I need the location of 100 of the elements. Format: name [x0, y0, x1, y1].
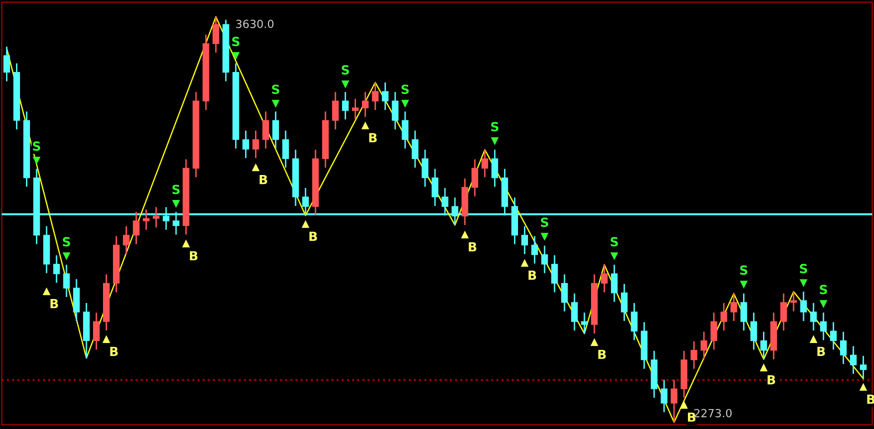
- data-label: B: [528, 270, 536, 280]
- candlestick: [252, 130, 260, 159]
- data-label: S: [800, 264, 808, 274]
- point: [232, 52, 240, 60]
- candlestick: [740, 292, 748, 332]
- point: [590, 339, 598, 346]
- point: [800, 279, 807, 286]
- candlestick: [780, 292, 787, 332]
- candlestick: [561, 274, 568, 312]
- point: [43, 288, 50, 296]
- point: [402, 100, 409, 107]
- point: [491, 137, 498, 144]
- candlestick: [521, 226, 528, 255]
- data-label: S: [272, 84, 280, 94]
- data-label: S: [402, 84, 409, 94]
- candlestick: [750, 312, 758, 350]
- candlestick: [63, 264, 70, 298]
- data-label: B: [190, 251, 198, 260]
- candlestick: [860, 355, 867, 380]
- data-label: S: [33, 141, 40, 151]
- candlestick: [122, 226, 130, 255]
- candlestick: [73, 278, 80, 322]
- candlestick: [730, 292, 738, 322]
- point: [33, 156, 40, 164]
- candlestick: [551, 254, 558, 293]
- candlestick: [3, 46, 10, 82]
- data-label: B: [309, 232, 317, 241]
- candlestick: [670, 379, 678, 423]
- candlestick: [630, 302, 638, 341]
- point: [680, 402, 688, 409]
- candlestick: [830, 321, 837, 350]
- candlestick: [262, 110, 270, 150]
- candlestick: [790, 290, 797, 312]
- data-label: S: [232, 36, 240, 46]
- point: [302, 220, 309, 228]
- candlestick: [491, 149, 498, 188]
- data-label: B: [110, 346, 118, 356]
- candlestick: [472, 158, 478, 198]
- candlestick: [720, 302, 728, 332]
- candlestick: [412, 130, 418, 168]
- candlestick: [382, 82, 389, 111]
- point: [461, 231, 468, 238]
- data-label: B: [468, 242, 476, 252]
- point: [820, 300, 827, 308]
- data-label: S: [540, 218, 548, 228]
- point: [102, 336, 110, 343]
- candlestick: [710, 312, 718, 350]
- candlestick: [282, 130, 289, 168]
- point: [810, 336, 817, 343]
- point: [252, 164, 260, 172]
- point: [182, 240, 190, 248]
- candlestick: [372, 82, 379, 111]
- data-label: S: [491, 122, 498, 132]
- candlestick: [342, 91, 349, 120]
- point: [760, 364, 768, 372]
- candlestick: [132, 211, 140, 245]
- annotation: 3630.0: [236, 20, 274, 28]
- data-label: S: [610, 237, 618, 246]
- candlestick: [840, 331, 847, 365]
- candlestick: [332, 91, 339, 130]
- data-label: B: [369, 133, 377, 142]
- candlestick: [392, 91, 399, 130]
- data-label: B: [768, 375, 776, 384]
- point: [362, 122, 369, 130]
- candlestick: [820, 312, 827, 341]
- point: [740, 280, 748, 288]
- candlestick: [272, 110, 279, 150]
- candlestick: [352, 98, 359, 120]
- candlestick: [800, 290, 807, 322]
- point: [63, 252, 70, 260]
- candlestick: [600, 264, 608, 293]
- candlestick: [700, 331, 708, 360]
- annotation: 2273.0: [694, 408, 732, 418]
- point: [521, 260, 528, 267]
- point: [342, 80, 349, 88]
- candlestick: [402, 110, 408, 150]
- candlestick: [53, 254, 60, 284]
- candlestick: [422, 149, 428, 188]
- point: [541, 232, 548, 240]
- candlestick: [142, 208, 150, 231]
- point: [272, 100, 280, 107]
- candlestick: [362, 91, 369, 118]
- candlestick: [212, 16, 220, 54]
- data-label: B: [688, 412, 696, 422]
- data-label: B: [260, 174, 268, 184]
- candlestick: [581, 312, 588, 334]
- candlestick: [850, 345, 857, 375]
- candlestick: [610, 264, 618, 303]
- candlestick: [93, 312, 100, 350]
- candlestick: [531, 235, 538, 264]
- candlestick: [571, 292, 578, 332]
- point: [172, 200, 180, 207]
- data-label: B: [817, 346, 825, 356]
- candlestick: [760, 331, 768, 360]
- point: [610, 252, 618, 260]
- data-label: S: [740, 265, 748, 275]
- data-label: S: [820, 284, 828, 294]
- data-label: S: [62, 237, 70, 246]
- candlestick: [810, 302, 817, 332]
- candlestick: [432, 168, 438, 207]
